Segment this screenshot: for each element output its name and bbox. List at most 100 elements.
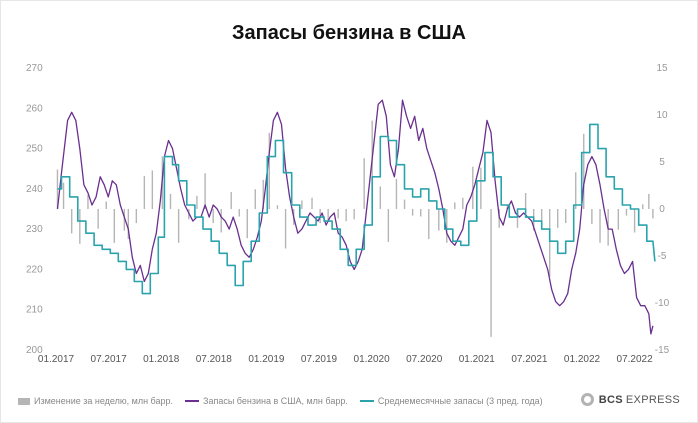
x-tick-label: 01.2022 bbox=[564, 354, 601, 365]
y-left-tick-label: 250 bbox=[26, 144, 43, 155]
bar-weekly-change bbox=[428, 209, 430, 240]
bar-weekly-change bbox=[196, 195, 198, 209]
bar-weekly-change bbox=[446, 209, 448, 243]
bar-weekly-change bbox=[625, 209, 628, 216]
bar-weekly-change bbox=[284, 209, 287, 249]
x-tick-label: 01.2018 bbox=[143, 354, 180, 365]
y-right-tick-label: 15 bbox=[656, 63, 668, 74]
y-right-tick-label: 0 bbox=[659, 204, 665, 215]
bar-weekly-change bbox=[127, 209, 130, 240]
legend-swatch-line bbox=[185, 400, 200, 402]
bar-weekly-change bbox=[454, 202, 456, 209]
legend-item-monthly-average: Среднемесячные запасы (3 пред. года) bbox=[359, 396, 543, 406]
bar-weekly-change bbox=[230, 192, 232, 209]
bar-weekly-change bbox=[506, 205, 509, 209]
bar-weekly-change bbox=[143, 176, 146, 209]
series-line-monthly-average bbox=[57, 123, 656, 295]
bar-weekly-change bbox=[268, 132, 271, 209]
x-tick-label: 07.2022 bbox=[617, 354, 654, 365]
bar-weekly-change bbox=[262, 179, 264, 209]
legend-label: Изменение за неделю, млн барр. bbox=[34, 396, 174, 406]
bar-weekly-change bbox=[652, 209, 654, 219]
bar-weekly-change bbox=[246, 209, 248, 239]
legend-label: Запасы бензина в США, млн барр. bbox=[203, 396, 348, 406]
chart-legend: Изменение за неделю, млн барр. Запасы бе… bbox=[18, 396, 555, 406]
x-tick-label: 01.2021 bbox=[459, 354, 496, 365]
legend-label: Среднемесячные запасы (3 пред. года) bbox=[377, 396, 543, 406]
bar-weekly-change bbox=[169, 193, 172, 209]
bar-weekly-change bbox=[648, 193, 650, 209]
bar-weekly-change bbox=[548, 209, 551, 277]
logo-brand: BCS bbox=[598, 393, 623, 406]
bar-weekly-change bbox=[177, 209, 180, 243]
x-tick-label: 07.2019 bbox=[301, 354, 338, 365]
legend-swatch-bar bbox=[18, 397, 30, 405]
bar-weekly-change bbox=[583, 133, 585, 209]
y-left-tick-label: 220 bbox=[26, 264, 43, 275]
bar-weekly-change bbox=[87, 194, 89, 209]
bar-weekly-change bbox=[387, 209, 390, 242]
bar-weekly-change bbox=[516, 209, 519, 228]
bar-weekly-change bbox=[557, 209, 559, 228]
bar-weekly-change bbox=[371, 120, 373, 209]
bar-weekly-change bbox=[97, 209, 99, 229]
bcs-logo-icon bbox=[580, 393, 594, 406]
logo-suffix: EXPRESS bbox=[625, 393, 680, 406]
bar-weekly-change bbox=[151, 170, 154, 209]
bar-weekly-change bbox=[524, 193, 527, 209]
y-right-tick-label: 5 bbox=[659, 157, 665, 168]
bar-weekly-change bbox=[379, 186, 381, 209]
x-tick-label: 07.2021 bbox=[511, 354, 548, 365]
bar-weekly-change bbox=[420, 209, 422, 217]
y-left-tick-label: 270 bbox=[26, 63, 43, 74]
bar-weekly-change bbox=[363, 158, 365, 209]
x-tick-label: 07.2017 bbox=[91, 354, 128, 365]
bar-weekly-change bbox=[411, 209, 414, 216]
y-left-tick-label: 200 bbox=[26, 345, 43, 356]
bar-weekly-change bbox=[353, 209, 355, 220]
bar-weekly-change bbox=[403, 199, 406, 209]
bar-weekly-change bbox=[462, 197, 464, 209]
y-right-tick-label: -15 bbox=[655, 345, 670, 356]
bar-weekly-change bbox=[135, 209, 138, 224]
bar-weekly-change bbox=[327, 209, 329, 223]
bar-weekly-change bbox=[599, 209, 601, 243]
bar-weekly-change bbox=[540, 209, 543, 225]
bar-weekly-change bbox=[642, 204, 644, 209]
bar-weekly-change bbox=[204, 173, 206, 209]
bar-weekly-change bbox=[575, 172, 577, 209]
bar-weekly-change bbox=[438, 209, 440, 231]
bar-weekly-change bbox=[254, 189, 256, 209]
y-left-tick-label: 230 bbox=[26, 224, 43, 235]
x-tick-label: 01.2017 bbox=[38, 354, 75, 365]
bar-weekly-change bbox=[565, 209, 567, 224]
x-tick-label: 01.2020 bbox=[354, 354, 391, 365]
bar-weekly-change bbox=[301, 200, 303, 209]
bar-weekly-change bbox=[617, 209, 620, 230]
y-right-tick-label: 10 bbox=[656, 110, 668, 121]
series-line-gasoline-stocks bbox=[56, 99, 654, 335]
bar-weekly-change bbox=[490, 209, 492, 337]
bar-weekly-change bbox=[79, 209, 81, 244]
y-right-tick-label: -10 bbox=[655, 298, 670, 309]
bar-weekly-change bbox=[56, 169, 59, 209]
x-tick-label: 01.2019 bbox=[248, 354, 285, 365]
bar-weekly-change bbox=[311, 197, 313, 209]
chart-title: Запасы бензина в США bbox=[231, 22, 466, 44]
bar-weekly-change bbox=[276, 205, 279, 209]
x-tick-label: 07.2020 bbox=[406, 354, 443, 365]
bar-weekly-change bbox=[480, 167, 482, 209]
y-left-tick-label: 240 bbox=[26, 184, 43, 195]
y-left-tick-label: 210 bbox=[26, 305, 43, 316]
bar-weekly-change bbox=[220, 209, 222, 233]
bar-weekly-change bbox=[238, 209, 240, 217]
legend-item-gasoline-stocks: Запасы бензина в США, млн барр. bbox=[185, 396, 348, 406]
bar-weekly-change bbox=[113, 209, 116, 243]
bar-weekly-change bbox=[395, 178, 398, 209]
bar-weekly-change bbox=[633, 209, 636, 233]
bar-weekly-change bbox=[70, 209, 73, 234]
bar-weekly-change bbox=[212, 209, 214, 224]
bar-weekly-change bbox=[591, 209, 593, 225]
legend-swatch-line bbox=[359, 400, 374, 402]
